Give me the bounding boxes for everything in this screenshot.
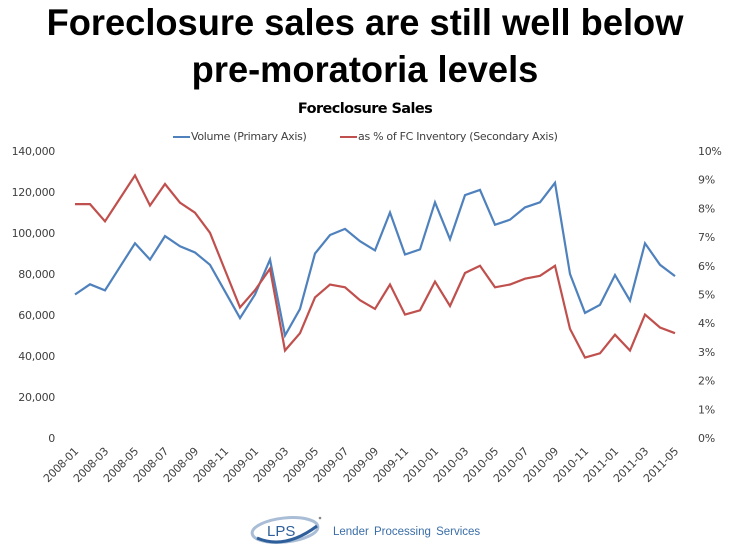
secondary-y-tick-label: 10% xyxy=(698,145,722,158)
slide-headline-line1: Foreclosure sales are still well below xyxy=(46,2,684,43)
legend-item-percent: as % of FC Inventory (Secondary Axis) xyxy=(340,130,558,143)
primary-y-axis: 0 20,000 40,000 60,000 80,000 100,000 120,000 1… xyxy=(12,145,56,445)
primary-y-tick-label: 80,000 xyxy=(18,268,55,281)
secondary-y-tick-label: 3% xyxy=(698,346,715,359)
lps-logo-icon: LPS xyxy=(250,516,322,544)
secondary-y-tick-label: 4% xyxy=(698,317,715,330)
secondary-y-tick-label: 6% xyxy=(698,260,715,273)
x-axis: 2008-012008-032008-052008-072008-092008-… xyxy=(41,445,681,485)
primary-y-tick-label: 60,000 xyxy=(18,309,55,322)
slide-headline-line2: pre-moratoria levels xyxy=(191,49,539,90)
primary-y-tick-label: 40,000 xyxy=(18,350,55,363)
secondary-y-tick-label: 5% xyxy=(698,289,715,302)
primary-y-tick-label: 120,000 xyxy=(12,186,56,199)
lps-logo-text: LPS xyxy=(267,523,295,540)
primary-y-tick-label: 100,000 xyxy=(12,227,56,240)
legend-label-volume: Volume (Primary Axis) xyxy=(191,130,307,143)
series-line-percent xyxy=(75,173,676,359)
legend-label-percent: as % of FC Inventory (Secondary Axis) xyxy=(358,130,558,143)
secondary-y-tick-label: 2% xyxy=(698,375,715,388)
chart-title: Foreclosure Sales xyxy=(297,101,433,117)
secondary-y-tick-label: 0% xyxy=(698,432,715,445)
legend-swatch-percent xyxy=(340,135,357,138)
series-line-volume xyxy=(74,180,676,339)
legend-item-volume: Volume (Primary Axis) xyxy=(173,130,307,143)
lps-footer: LPS Lender Processing Services xyxy=(245,510,505,550)
chart-legend: Volume (Primary Axis) as % of FC Invento… xyxy=(0,130,730,146)
secondary-y-tick-label: 7% xyxy=(698,231,715,244)
secondary-y-tick-label: 8% xyxy=(698,202,715,215)
primary-y-tick-label: 140,000 xyxy=(12,145,56,158)
company-name: Lender Processing Services xyxy=(333,526,481,538)
primary-y-tick-label: 0 xyxy=(48,432,55,445)
series-layer xyxy=(74,173,676,359)
secondary-y-tick-label: 1% xyxy=(698,403,715,416)
legend-swatch-volume xyxy=(173,135,190,138)
primary-y-tick-label: 20,000 xyxy=(18,391,55,404)
secondary-y-tick-label: 9% xyxy=(698,174,715,187)
secondary-y-axis: 0% 1% 2% 3% 4% 5% 6% 7% 8% 9% 10% xyxy=(698,145,722,445)
